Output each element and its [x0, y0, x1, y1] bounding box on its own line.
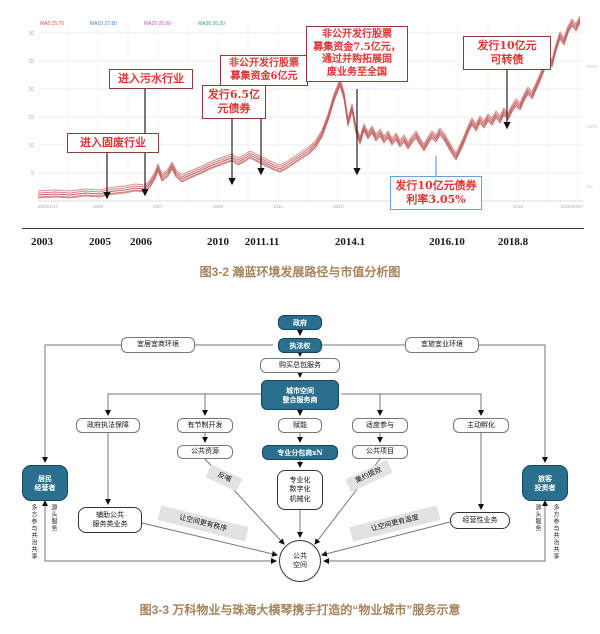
svg-text:2019: 2019: [513, 204, 524, 209]
svg-text:20: 20: [28, 87, 34, 93]
svg-text:2005: 2005: [93, 204, 104, 209]
node-env-livable-business: 宜居宜商环境: [121, 337, 195, 353]
node-restrained-development: 有节制开发: [177, 418, 233, 433]
svg-text:MA20 26.90: MA20 26.90: [144, 21, 171, 27]
annotation-convertible-1b: 发行10亿元 可转债: [463, 36, 551, 70]
timeline-axis: [22, 228, 584, 229]
svg-text:25: 25: [28, 59, 34, 65]
node-subcontractors: 专业分包商xN: [262, 445, 338, 460]
node-law-guarantee: 政府执法保障: [76, 418, 140, 433]
vertical-label-co-governance-left: 多方参与共治共享: [30, 504, 37, 560]
svg-text:MA5 25.76: MA5 25.76: [40, 21, 64, 27]
node-active-incubation: 主动孵化: [453, 418, 509, 433]
figure-3-3: 政府 执法权 宜居宜商环境 宜旅宜业环境 购买总包服务 城市空间 整合服务商 政…: [0, 298, 600, 594]
svg-text:30: 30: [28, 31, 34, 37]
node-auxiliary-public-service: 辅助公共 服务类业务: [78, 507, 142, 533]
node-public-resources: 公共资源: [177, 445, 233, 459]
annotation-enter-solid-waste: 进入固废行业: [67, 133, 159, 153]
svg-text:0%: 0%: [586, 184, 593, 189]
y-axis-labels: 30 25 20 15 10 5: [28, 31, 34, 177]
node-public-projects: 公共项目: [352, 445, 408, 459]
annotation-private-placement-600m: 非公开发行股票 募集资金6亿元: [220, 55, 308, 86]
vertical-label-source-service-right: 源头服务: [534, 504, 541, 532]
node-government: 政府: [278, 315, 322, 330]
ma-legend: MA5 25.76 MA10 27.80 MA20 26.90 MA30 26.…: [40, 21, 225, 27]
timeline-year: 2018.8: [497, 236, 529, 248]
svg-text:2020/10/27: 2020/10/27: [560, 204, 583, 209]
node-tourists-investors: 旅客 投资者: [522, 465, 568, 501]
svg-text:100%: 100%: [586, 124, 598, 129]
figure-3-3-caption: 图3-3 万科物业与珠海大横琴携手打造的“物业城市”服务示意: [139, 603, 461, 617]
timeline-year: 2011.11: [244, 236, 280, 248]
annotation-bond-1b-rate: 发行10亿元债券 利率3.05%: [390, 176, 482, 210]
node-enforcement-power: 执法权: [278, 338, 322, 353]
svg-text:MA30 26.30: MA30 26.30: [198, 21, 225, 27]
svg-text:200%: 200%: [586, 64, 598, 69]
node-professional-digital-mechanized: 专业化 数字化 机械化: [277, 470, 323, 510]
timeline-year: 2014.1: [334, 236, 366, 248]
node-empower: 赋能: [278, 418, 322, 433]
annotation-enter-sewage: 进入污水行业: [109, 69, 193, 89]
svg-text:10: 10: [28, 143, 34, 149]
svg-text:5: 5: [31, 171, 34, 177]
annotation-private-placement-750m: 非公开发行股票 募集资金7.5亿元， 通过并购拓展固 废业务至全国: [306, 26, 408, 82]
node-public-space: 公共 空间: [279, 540, 321, 582]
vertical-label-source-service-left: 源头服务: [50, 504, 57, 532]
timeline-year: 2003: [31, 236, 53, 248]
node-moderate-participation: 适度参与: [352, 418, 408, 433]
svg-text:2013: 2013: [333, 204, 344, 209]
annotation-bond-650m: 发行6.5亿 元债券: [202, 85, 266, 119]
figure-3-2-caption: 图3-2 瀚蓝环境发展路径与市值分析图: [199, 265, 401, 279]
node-residents-operators: 居民 经营者: [22, 465, 68, 501]
svg-text:2007: 2007: [153, 204, 164, 209]
svg-text:2002/1/17: 2002/1/17: [38, 204, 59, 209]
timeline-year: 2010: [207, 236, 229, 248]
node-env-tourism-industry: 宜旅宜业环境: [405, 337, 479, 353]
node-operating-business: 经营性业务: [450, 512, 510, 529]
node-purchase-service: 购买总包服务: [260, 358, 340, 373]
timeline-year: 2006: [130, 236, 152, 248]
svg-text:2009: 2009: [213, 204, 224, 209]
right-axis-labels: 200% 100% 0%: [586, 64, 598, 189]
svg-text:15: 15: [28, 115, 34, 121]
node-space-integrator: 城市空间 整合服务商: [261, 380, 339, 410]
timeline-year: 2016.10: [429, 236, 465, 248]
price-lines: [37, 15, 581, 199]
vertical-label-co-governance-right: 多方参与共治共享: [552, 504, 559, 560]
svg-text:2011: 2011: [273, 204, 283, 209]
timeline-year: 2005: [89, 236, 111, 248]
x-axis-labels: 2002/1/17 2005 2007 2009 2011 2013 2015 …: [38, 204, 583, 209]
svg-text:MA10 27.80: MA10 27.80: [90, 21, 117, 27]
